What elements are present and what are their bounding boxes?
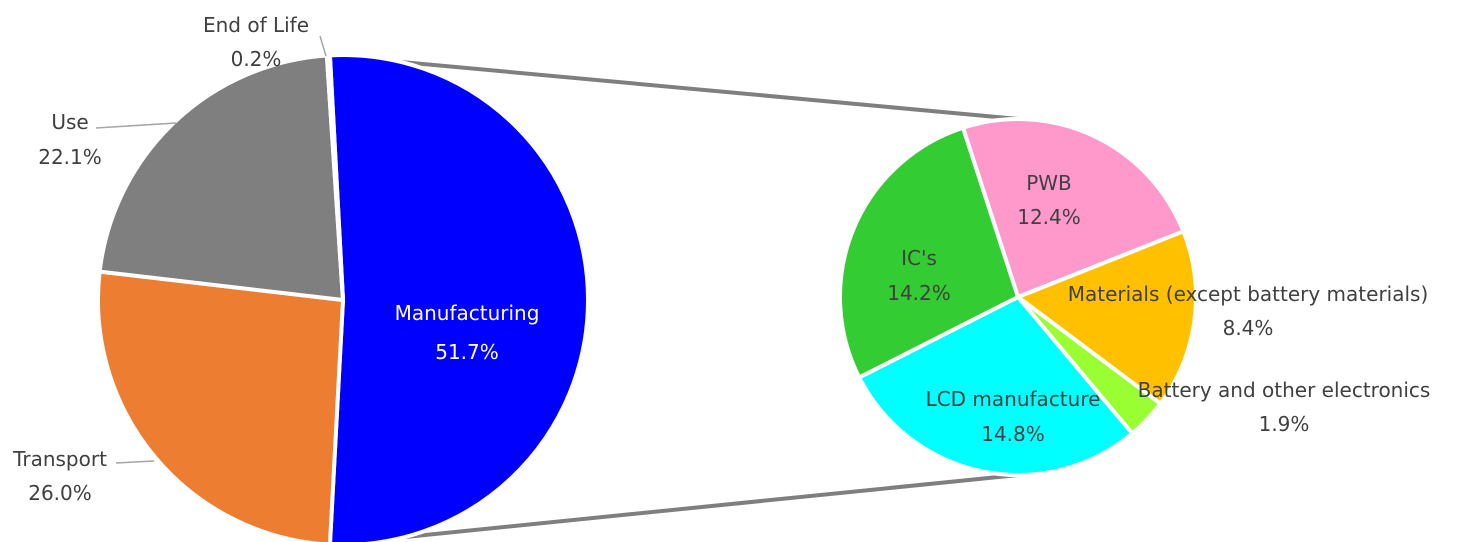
slice-value-materials: 8.4% — [1223, 316, 1274, 340]
slice-label-end-of-life: End of Life — [203, 13, 309, 37]
slice-use — [97, 53, 346, 303]
leader-transport — [115, 460, 155, 464]
slice-value-use: 22.1% — [38, 145, 102, 169]
slice-label-lcd: LCD manufacture — [926, 387, 1101, 411]
leader-use — [95, 122, 177, 129]
leader-end-of-life — [319, 35, 327, 57]
slice-value-end-of-life: 0.2% — [231, 47, 282, 71]
slice-ic-s — [838, 125, 1021, 381]
connector-lines — [329, 53, 1019, 542]
slice-value-lcd: 14.8% — [981, 422, 1045, 446]
slice-label-materials: Materials (except battery materials) — [1068, 282, 1429, 306]
slice-label-pwb: PWB — [1026, 171, 1072, 195]
slice-label-transport: Transport — [12, 447, 107, 471]
slice-label-use: Use — [51, 110, 88, 134]
connector-top — [329, 53, 1019, 121]
slice-value-ics: 14.2% — [887, 281, 951, 305]
slice-transport — [96, 269, 346, 542]
slice-value-manufacturing: 51.7% — [435, 340, 499, 364]
slice-value-transport: 26.0% — [28, 481, 92, 505]
slice-label-battery: Battery and other electronics — [1138, 378, 1431, 402]
slice-label-ics: IC's — [901, 246, 937, 270]
connector-bottom — [336, 473, 1019, 542]
slice-end-of-life — [324, 53, 345, 301]
slice-value-pwb: 12.4% — [1017, 205, 1081, 229]
slice-lcd-manufacture — [856, 294, 1136, 477]
slice-materials-except-battery-materials — [1013, 228, 1198, 407]
breakdown-pie — [838, 117, 1198, 477]
main-pie — [96, 53, 591, 542]
slice-value-battery: 1.9% — [1259, 412, 1310, 436]
slice-label-manufacturing: Manufacturing — [395, 301, 540, 325]
slice-manufacturing — [327, 53, 591, 542]
leader-lines — [95, 35, 327, 464]
